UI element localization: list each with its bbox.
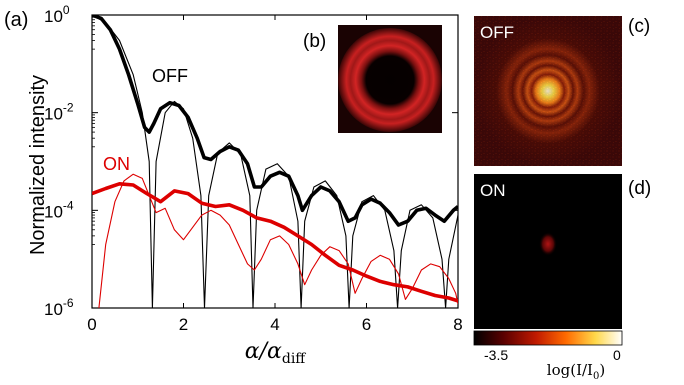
x-tick-label: 0 (87, 315, 96, 334)
panel-d-text: ON (480, 181, 506, 200)
colorbar-label-main: log(I/I (547, 361, 593, 379)
y-tick-label: 10-4 (44, 198, 74, 221)
x-tick-label: 6 (362, 315, 371, 334)
x-tick-label: 8 (453, 315, 462, 334)
x-axis-label-main: α/α (245, 339, 282, 364)
x-axis-label: α/αdiff (245, 339, 307, 367)
panel-label-c: (c) (628, 16, 650, 37)
colorbar-label-close: ) (599, 361, 605, 379)
panel-label-b: (b) (303, 31, 326, 52)
x-axis-label-sub: diff (282, 351, 306, 367)
panel-d-spot (539, 232, 557, 256)
series-line-4 (98, 173, 458, 308)
panel-label-a: (a) (4, 9, 28, 31)
x-axis-ticks: 0 2 4 6 8 (87, 15, 463, 334)
colorbar (473, 330, 623, 346)
series-layer (92, 15, 458, 308)
panel-label-d: (d) (628, 178, 651, 199)
panel-c-glow (474, 16, 622, 166)
y-tick-label: 10-6 (44, 296, 74, 319)
annotation-off: OFF (152, 66, 188, 86)
inset-b-ring (338, 28, 442, 132)
colorbar-tick-min: -3.5 (484, 347, 508, 363)
series-line-1 (92, 15, 458, 227)
x-tick-label: 2 (179, 315, 188, 334)
panel-c-text: OFF (480, 23, 514, 42)
y-tick-label: 10-2 (44, 101, 74, 124)
colorbar-label: log(I/I0) (547, 361, 605, 382)
colorbar-tick-max: 0 (613, 347, 621, 363)
x-tick-label: 4 (270, 315, 279, 334)
y-axis-label: Normalized intensity (27, 75, 49, 255)
colorbar-label-sub: 0 (593, 371, 599, 382)
annotation-on: ON (103, 154, 130, 174)
series-line-3 (92, 182, 458, 303)
y-tick-label: 100 (44, 3, 70, 26)
